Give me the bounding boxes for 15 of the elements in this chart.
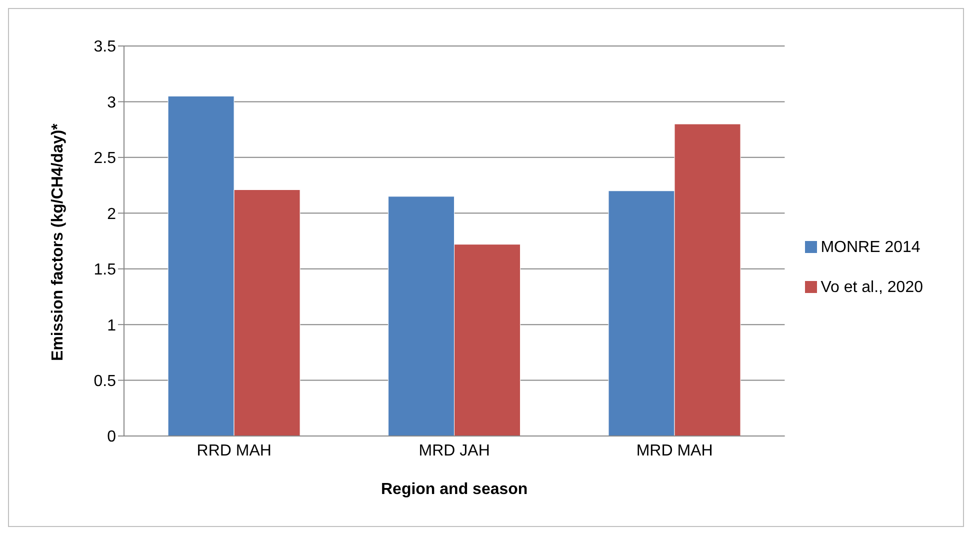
legend-label: MONRE 2014: [820, 238, 920, 256]
x-tick-label: MRD JAH: [418, 442, 490, 460]
y-tick-label: 1.5: [94, 262, 116, 279]
y-tick-label: 0: [107, 428, 116, 446]
x-tick-label: MRD MAH: [636, 442, 713, 460]
y-tick-label: 0.5: [94, 372, 116, 390]
y-tick-label: 2.5: [94, 150, 116, 168]
legend-label: Vo et al., 2020: [820, 278, 923, 296]
y-axis-title: Emission factors (kg/CH4/day)*: [50, 122, 67, 361]
x-tick-label: RRD MAH: [196, 442, 272, 460]
y-tick-label: 1: [107, 317, 116, 334]
y-tick-label: 3.5: [94, 38, 116, 56]
y-tick-label: 2: [107, 206, 116, 223]
y-tick-label: 3: [107, 94, 116, 112]
x-axis-title: Region and season: [380, 481, 528, 498]
